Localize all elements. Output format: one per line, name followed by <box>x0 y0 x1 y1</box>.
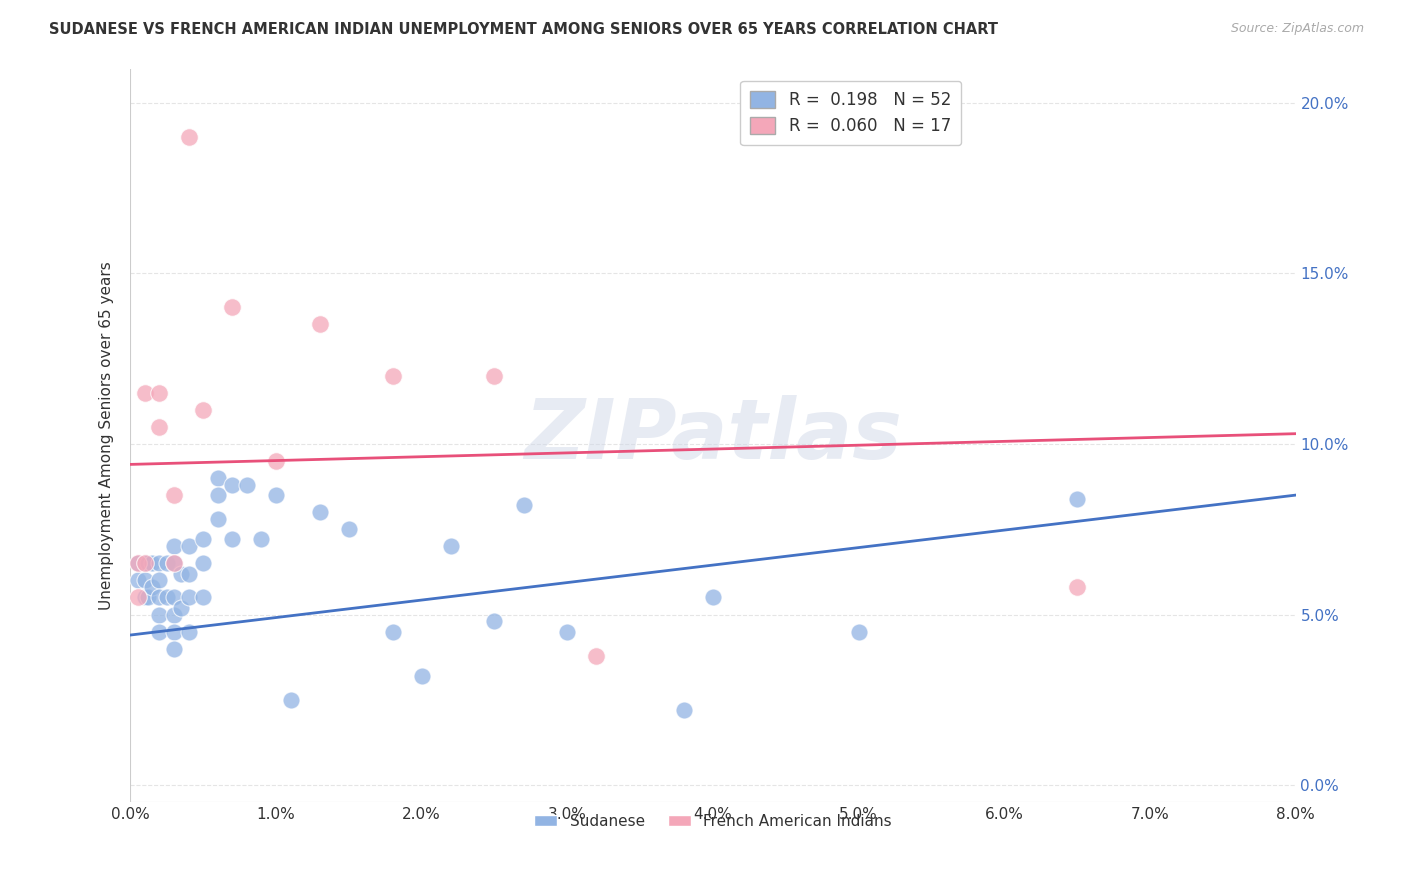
Point <box>381 624 404 639</box>
Point <box>163 539 186 553</box>
Point <box>148 385 170 400</box>
Point <box>163 557 186 571</box>
Point <box>177 129 200 144</box>
Point <box>440 539 463 553</box>
Point <box>141 580 163 594</box>
Point <box>191 591 214 605</box>
Point <box>191 402 214 417</box>
Point <box>148 591 170 605</box>
Text: Source: ZipAtlas.com: Source: ZipAtlas.com <box>1230 22 1364 36</box>
Point <box>134 574 156 588</box>
Point <box>141 557 163 571</box>
Point <box>177 539 200 553</box>
Point <box>221 301 243 315</box>
Point <box>177 624 200 639</box>
Point <box>337 522 360 536</box>
Point <box>585 648 607 663</box>
Point <box>308 318 330 332</box>
Point <box>170 566 193 581</box>
Point <box>156 591 179 605</box>
Point <box>308 505 330 519</box>
Text: ZIPatlas: ZIPatlas <box>524 395 901 476</box>
Point <box>207 471 229 485</box>
Point <box>127 591 149 605</box>
Point <box>156 557 179 571</box>
Point <box>221 533 243 547</box>
Text: SUDANESE VS FRENCH AMERICAN INDIAN UNEMPLOYMENT AMONG SENIORS OVER 65 YEARS CORR: SUDANESE VS FRENCH AMERICAN INDIAN UNEMP… <box>49 22 998 37</box>
Point <box>848 624 870 639</box>
Point <box>1066 580 1088 594</box>
Legend: Sudanese, French American Indians: Sudanese, French American Indians <box>529 808 897 835</box>
Point <box>512 499 534 513</box>
Point <box>170 600 193 615</box>
Point <box>127 557 149 571</box>
Point <box>672 703 695 717</box>
Point <box>221 478 243 492</box>
Point <box>134 557 156 571</box>
Point <box>148 557 170 571</box>
Point <box>264 454 287 468</box>
Y-axis label: Unemployment Among Seniors over 65 years: Unemployment Among Seniors over 65 years <box>100 261 114 610</box>
Point <box>280 693 302 707</box>
Point <box>127 557 149 571</box>
Point <box>163 607 186 622</box>
Point <box>127 574 149 588</box>
Point <box>236 478 259 492</box>
Point <box>134 385 156 400</box>
Point <box>191 533 214 547</box>
Point <box>134 591 156 605</box>
Point <box>148 574 170 588</box>
Point <box>381 368 404 383</box>
Point <box>177 591 200 605</box>
Point <box>555 624 578 639</box>
Point <box>148 624 170 639</box>
Point <box>250 533 273 547</box>
Point <box>148 420 170 434</box>
Point <box>163 624 186 639</box>
Point <box>163 557 186 571</box>
Point <box>134 557 156 571</box>
Point <box>264 488 287 502</box>
Point <box>484 368 506 383</box>
Point <box>702 591 724 605</box>
Point <box>207 512 229 526</box>
Point <box>163 488 186 502</box>
Point <box>136 557 159 571</box>
Point <box>191 557 214 571</box>
Point <box>163 591 186 605</box>
Point <box>148 607 170 622</box>
Point <box>484 615 506 629</box>
Point <box>136 591 159 605</box>
Point <box>177 566 200 581</box>
Point <box>1066 491 1088 506</box>
Point <box>411 669 433 683</box>
Point <box>207 488 229 502</box>
Point <box>163 641 186 656</box>
